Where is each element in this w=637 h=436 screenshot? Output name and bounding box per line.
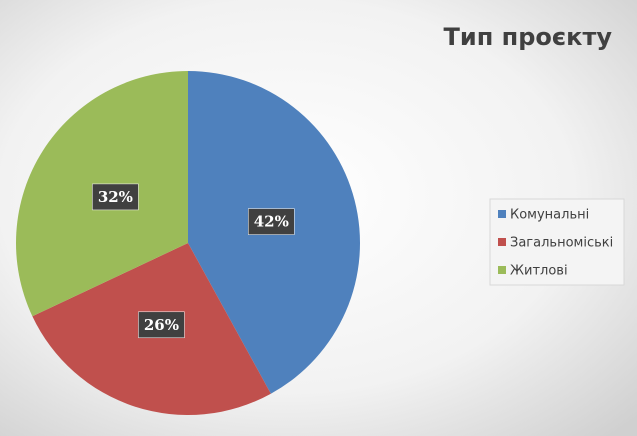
data-label-box — [92, 183, 139, 211]
legend-swatch — [498, 210, 506, 218]
data-label-box — [248, 208, 295, 235]
legend-label: Комунальні — [510, 208, 589, 223]
data-label: 32% — [98, 188, 133, 206]
data-label: 26% — [144, 316, 179, 334]
legend-swatch — [498, 238, 506, 246]
data-label: 42% — [254, 213, 289, 231]
data-label-box — [138, 311, 185, 339]
chart-title: Тип проєкту — [444, 23, 613, 51]
legend-label: Загальноміські — [510, 236, 613, 251]
legend-box — [489, 198, 625, 286]
legend-label: Житлові — [510, 264, 568, 279]
legend-swatch — [498, 266, 506, 274]
